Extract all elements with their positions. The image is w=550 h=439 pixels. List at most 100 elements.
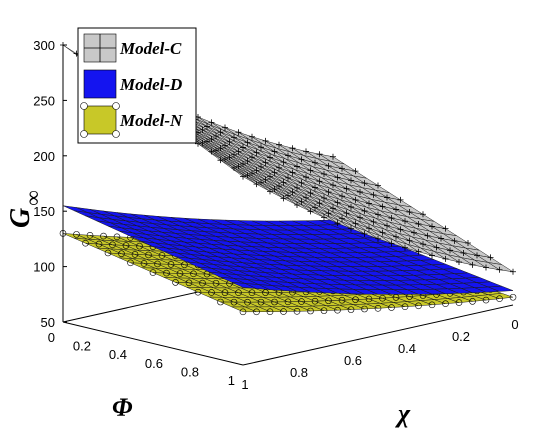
- legend-marker: [84, 34, 116, 62]
- surface-marker: [320, 307, 328, 314]
- surface-marker: [285, 174, 291, 181]
- surface-marker: [221, 289, 229, 296]
- surface-marker: [447, 247, 453, 254]
- surface-marker: [262, 137, 269, 144]
- legend-marker: [112, 130, 120, 138]
- surface-marker: [361, 305, 368, 313]
- surface-marker: [456, 259, 462, 266]
- surface-marker: [388, 304, 395, 311]
- surface-marker: [334, 174, 341, 181]
- surface-marker: [230, 298, 238, 306]
- surface-marker: [248, 289, 256, 296]
- surface-marker: [262, 159, 269, 166]
- x-tick-label: 0.8: [181, 364, 199, 379]
- surface-marker: [347, 306, 355, 313]
- legend-marker: [112, 102, 120, 110]
- surface-marker: [257, 298, 265, 306]
- surface-marker: [379, 229, 386, 236]
- surface-marker: [158, 252, 166, 259]
- surface-marker: [149, 269, 157, 276]
- surface-marker: [370, 191, 377, 198]
- surface-marker: [298, 198, 305, 205]
- y-axis-label: χ: [395, 399, 411, 428]
- surface-marker: [374, 305, 382, 312]
- surface-marker: [253, 149, 260, 156]
- surface-marker: [276, 164, 282, 171]
- z-tick-label: 300: [33, 38, 55, 53]
- surface-marker: [113, 233, 121, 241]
- surface-marker: [267, 173, 273, 180]
- surface-marker: [226, 154, 233, 161]
- surface-marker: [420, 241, 426, 248]
- surface-marker: [204, 138, 210, 145]
- surface-marker: [190, 270, 197, 278]
- legend-swatch: [83, 69, 117, 99]
- y-tick-label: 0.8: [290, 365, 308, 380]
- legend-swatch: [83, 105, 117, 135]
- surface-marker: [402, 218, 408, 225]
- surface-marker: [433, 244, 440, 251]
- legend-entry: Model-N: [80, 102, 183, 138]
- surface-marker: [208, 136, 215, 143]
- surface-marker: [321, 194, 327, 201]
- surface-marker: [379, 294, 386, 302]
- y-tick-label: 0.2: [452, 329, 470, 344]
- surface-marker: [217, 157, 224, 164]
- surface-marker: [339, 165, 345, 172]
- surface-marker: [222, 124, 228, 131]
- x-axis-label: Φ: [112, 393, 133, 422]
- surface-marker: [208, 289, 215, 296]
- surface-marker: [294, 184, 300, 191]
- tick-labels: 50 100 150 200 250 300 0 0.2 0.4 0.6 0.8 1 1 0.8 0.6 0.…: [33, 38, 518, 392]
- surface-marker: [104, 249, 112, 257]
- surface-marker: [199, 139, 206, 146]
- surface-model-d: [62, 205, 514, 295]
- surface-marker: [266, 308, 274, 316]
- surface-marker: [267, 188, 273, 195]
- surface-marker: [294, 201, 300, 208]
- surface-marker: [474, 252, 480, 259]
- surface-marker: [352, 168, 359, 175]
- surface-marker: [222, 142, 228, 149]
- surface-marker: [258, 179, 264, 186]
- surface-marker: [361, 207, 368, 214]
- surface-marker: [226, 138, 233, 145]
- surface-marker: [375, 182, 381, 189]
- surface-marker: [73, 231, 80, 238]
- phi-axis-line: [62, 321, 244, 366]
- surface-marker: [442, 300, 449, 308]
- surface-marker: [415, 220, 422, 227]
- surface-marker: [253, 181, 260, 188]
- surface-marker: [208, 148, 215, 155]
- surface-marker: [235, 289, 242, 296]
- surface-marker: [285, 152, 291, 159]
- surface-marker: [294, 163, 300, 170]
- surface-marker: [496, 266, 503, 273]
- y-tick-label: 0.4: [398, 341, 416, 356]
- surface-marker: [330, 153, 336, 160]
- z-axis-label-subscript: ∞: [20, 190, 45, 206]
- surface-marker: [352, 296, 359, 303]
- surface-marker: [312, 159, 318, 166]
- surface-marker: [86, 231, 94, 239]
- surface-marker: [375, 235, 381, 242]
- surface-marker: [231, 134, 237, 141]
- surface-marker: [195, 140, 201, 147]
- surface-marker: [82, 239, 89, 247]
- chi-axis-line: [242, 304, 514, 366]
- surface-marker: [109, 241, 116, 249]
- surface-marker: [357, 214, 363, 221]
- surface-marker: [330, 205, 336, 212]
- surface-marker: [262, 289, 269, 296]
- surface-marker: [424, 232, 431, 239]
- surface-marker: [249, 133, 255, 140]
- surface-marker: [325, 188, 332, 195]
- surface-marker: [420, 211, 426, 218]
- surface-marker: [271, 298, 278, 306]
- surface-marker: [217, 145, 224, 152]
- surface-marker: [393, 206, 399, 213]
- surface-marker: [384, 194, 390, 201]
- surface-marker: [244, 172, 251, 179]
- legend-label: Model-D: [119, 75, 182, 94]
- surface-marker: [365, 295, 373, 303]
